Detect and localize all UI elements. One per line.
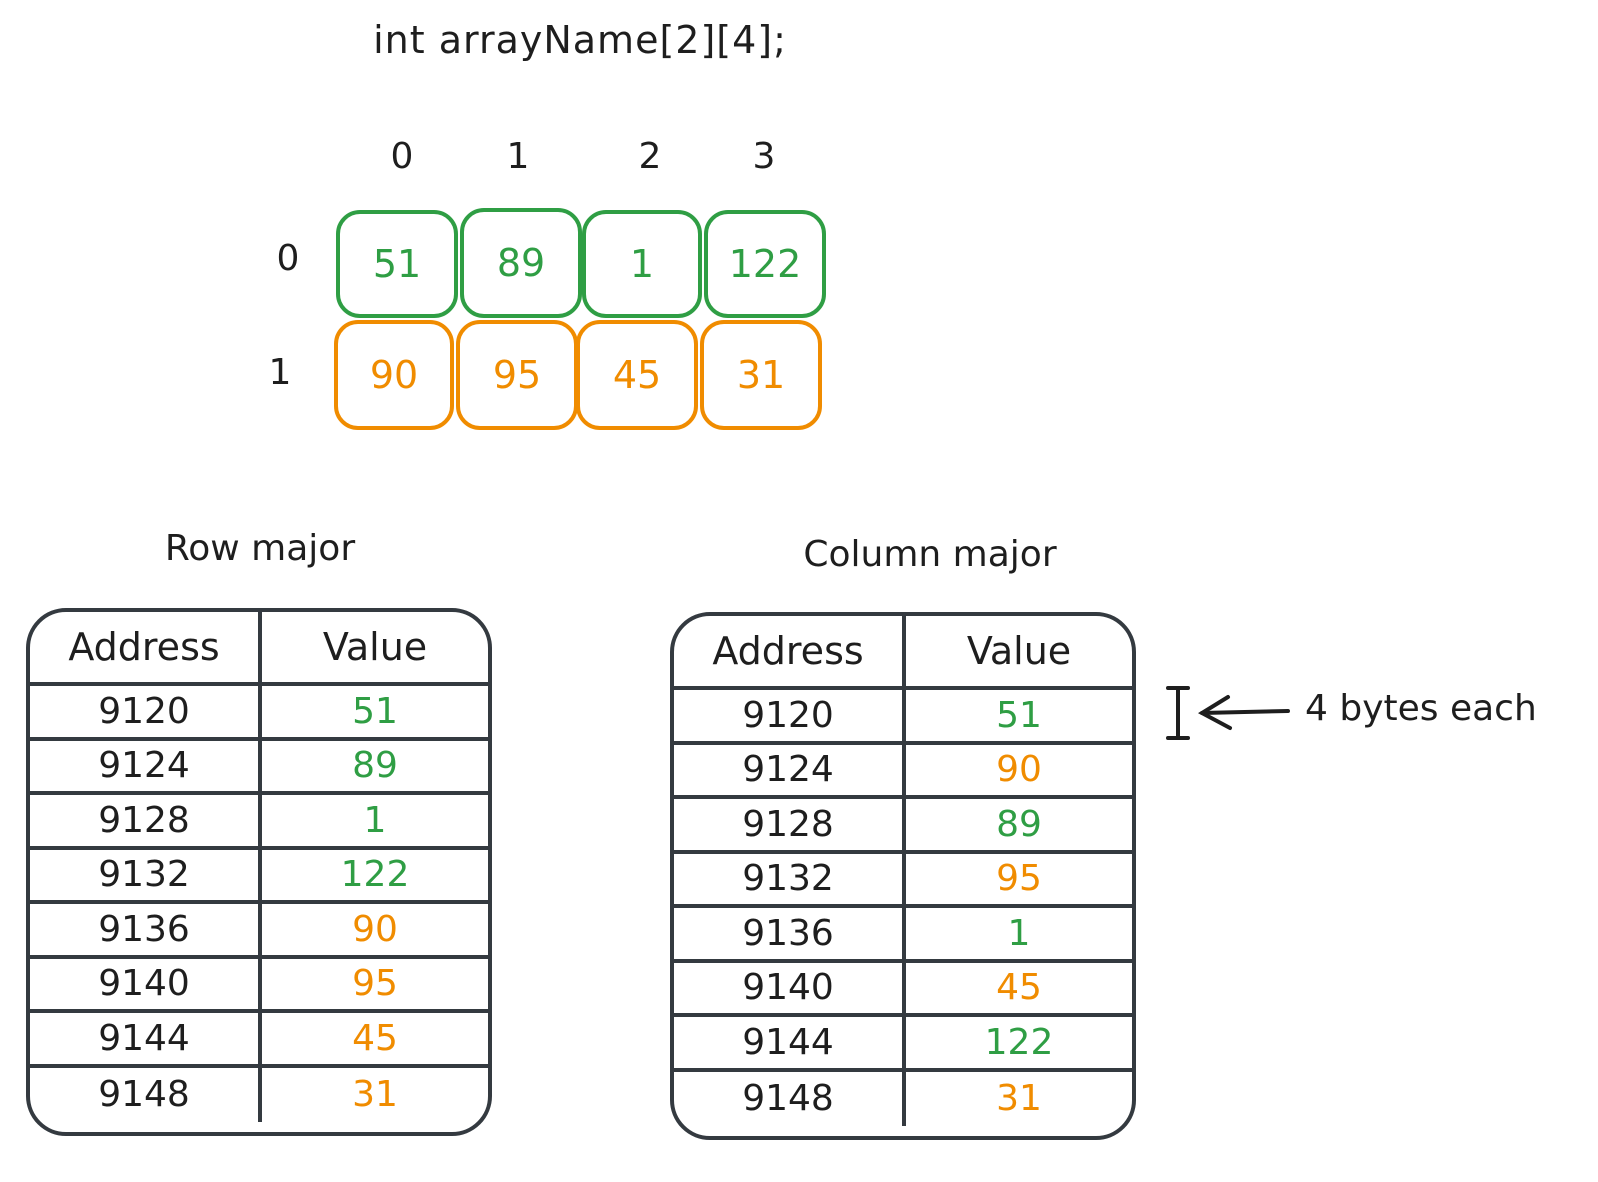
grid-cell-1-1: 95: [456, 320, 578, 430]
address-cell: 9140: [30, 958, 262, 1009]
column-major-table: Address Value 9120 51 9124 90 9128 89 9132 9…: [670, 612, 1136, 1140]
table-header-row: Address Value: [30, 612, 488, 686]
address-cell: 9136: [30, 904, 262, 955]
table-row: 9136 90: [30, 904, 488, 959]
table-row: 9132 122: [30, 849, 488, 904]
address-cell: 9148: [674, 1071, 906, 1126]
table-row: 9148 31: [30, 1067, 488, 1122]
value-cell: 1: [1007, 912, 1031, 954]
address-header: Address: [30, 612, 262, 682]
value-header: Value: [966, 629, 1072, 673]
address-cell: 9120: [30, 686, 262, 737]
grid-cell-0-0: 51: [336, 210, 458, 318]
address-cell: 9120: [674, 690, 906, 741]
value-cell: 51: [996, 694, 1042, 736]
table-row: 9124 89: [30, 740, 488, 795]
value-cell: 89: [352, 745, 398, 787]
value-cell: 45: [996, 967, 1042, 1009]
table-row: 9144 122: [674, 1017, 1132, 1072]
address-cell: 9144: [674, 1017, 906, 1068]
grid-cell-1-2: 45: [576, 320, 698, 430]
column-index-1: 1: [506, 136, 530, 177]
grid-cell-0-2: 1: [582, 210, 702, 318]
row-major-table: Address Value 9120 51 9124 89 9128 1 9132 12…: [26, 608, 492, 1136]
row-index-0: 0: [276, 238, 300, 279]
column-index-3: 3: [752, 136, 776, 177]
grid-cell-0-1: 89: [460, 208, 582, 318]
address-cell: 9144: [30, 1013, 262, 1064]
table-row: 9120 51: [30, 686, 488, 741]
value-cell: 122: [340, 854, 410, 896]
address-cell: 9140: [674, 962, 906, 1013]
address-cell: 9128: [674, 799, 906, 850]
address-header: Address: [674, 616, 906, 686]
address-cell: 9128: [30, 795, 262, 846]
table-header-row: Address Value: [674, 616, 1132, 690]
address-cell: 9124: [674, 744, 906, 795]
column-index-0: 0: [390, 136, 414, 177]
value-cell: 90: [996, 749, 1042, 791]
address-cell: 9136: [674, 908, 906, 959]
table-row: 9128 89: [674, 799, 1132, 854]
array-declaration: int arrayName[2][4];: [373, 18, 787, 62]
value-cell: 31: [996, 1078, 1042, 1120]
table-row: 9148 31: [674, 1071, 1132, 1126]
address-cell: 9132: [674, 853, 906, 904]
size-bracket-arrow: [1166, 686, 1290, 740]
bytes-annotation: 4 bytes each: [1305, 688, 1537, 729]
grid-cell-1-3: 31: [700, 320, 822, 430]
value-header: Value: [322, 625, 428, 669]
value-cell: 45: [352, 1017, 398, 1059]
address-cell: 9148: [30, 1067, 262, 1122]
table-row: 9128 1: [30, 795, 488, 850]
arrow-shaft-icon: [1200, 709, 1290, 715]
value-cell: 31: [352, 1074, 398, 1116]
table-row: 9140 95: [30, 958, 488, 1013]
table-row: 9144 45: [30, 1013, 488, 1068]
arrow-head-icon: [1197, 695, 1232, 730]
value-cell: 89: [996, 803, 1042, 845]
row-index-1: 1: [268, 352, 292, 393]
grid-cell-1-0: 90: [334, 320, 454, 430]
value-cell: 95: [352, 963, 398, 1005]
address-cell: 9124: [30, 740, 262, 791]
table-row: 9124 90: [674, 744, 1132, 799]
column-major-title: Column major: [803, 534, 1057, 575]
table-row: 9140 45: [674, 962, 1132, 1017]
value-cell: 122: [984, 1021, 1054, 1063]
value-cell: 51: [352, 690, 398, 732]
value-cell: 90: [352, 908, 398, 950]
value-cell: 1: [363, 799, 387, 841]
table-row: 9132 95: [674, 853, 1132, 908]
address-cell: 9132: [30, 849, 262, 900]
table-row: 9120 51: [674, 690, 1132, 745]
grid-cell-0-3: 122: [704, 210, 826, 318]
row-major-title: Row major: [164, 528, 356, 569]
value-cell: 95: [996, 858, 1042, 900]
table-row: 9136 1: [674, 908, 1132, 963]
column-index-2: 2: [638, 136, 662, 177]
